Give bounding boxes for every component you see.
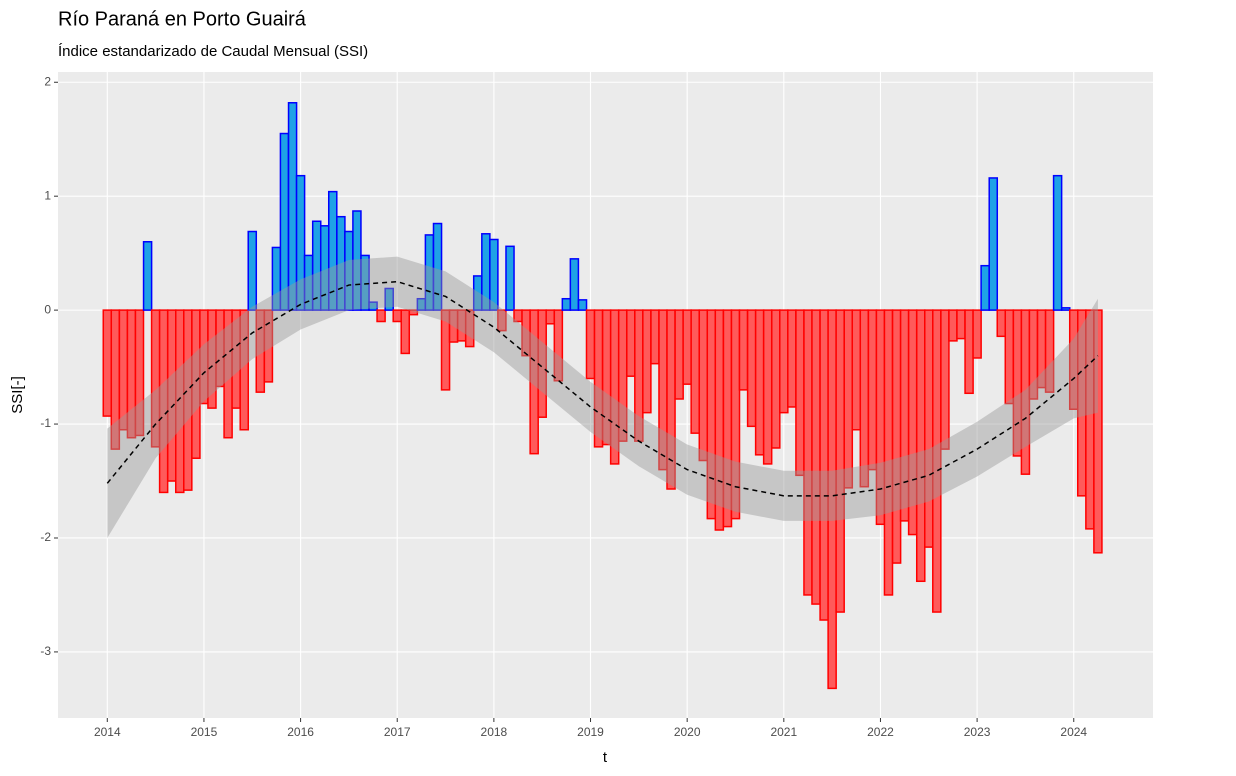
bar	[956, 309, 966, 340]
bar	[569, 258, 580, 311]
bar	[964, 309, 974, 395]
x-tick-label: 2018	[481, 725, 508, 739]
bar	[440, 309, 451, 391]
bar	[779, 309, 789, 414]
bar	[746, 309, 757, 428]
bar	[762, 309, 773, 465]
bar	[247, 230, 258, 311]
bar	[1052, 174, 1063, 311]
x-tick-label: 2020	[674, 725, 701, 739]
y-tick-label: -3	[40, 644, 51, 658]
bar	[497, 309, 507, 332]
bar	[915, 309, 926, 583]
bar	[948, 309, 958, 342]
bar	[392, 309, 403, 323]
y-tick-label: 0	[44, 302, 51, 316]
bar	[239, 309, 250, 431]
bar	[883, 309, 894, 596]
bar	[489, 238, 499, 311]
bar	[996, 309, 1007, 338]
bar	[1004, 309, 1015, 405]
bar	[650, 309, 660, 365]
bar	[932, 309, 942, 613]
bar	[835, 309, 845, 613]
bar	[626, 309, 636, 377]
bar	[988, 177, 999, 311]
bar	[1044, 309, 1055, 393]
bar	[263, 309, 274, 383]
x-axis-label: t	[603, 749, 608, 766]
confidence-band	[107, 256, 1098, 538]
y-tick-label: 1	[44, 188, 51, 202]
bar	[384, 287, 394, 311]
bar	[368, 301, 378, 311]
bar	[585, 309, 596, 380]
x-tick-label: 2015	[191, 725, 218, 739]
bar	[754, 309, 765, 456]
bar	[1060, 307, 1071, 311]
bar	[561, 297, 572, 311]
bar	[360, 254, 370, 311]
bar	[819, 309, 829, 621]
bar	[674, 309, 684, 400]
x-tick-label: 2021	[770, 725, 797, 739]
bar	[771, 309, 781, 449]
bar	[400, 309, 411, 355]
bar	[682, 309, 692, 385]
x-tick-label: 2016	[287, 725, 314, 739]
x-tick-label: 2017	[384, 725, 411, 739]
bar	[730, 309, 741, 520]
bar	[279, 132, 290, 311]
x-tick-label: 2014	[94, 725, 121, 739]
bar	[980, 264, 990, 311]
bar	[690, 309, 700, 434]
x-tick-label: 2019	[577, 725, 604, 739]
bar	[134, 309, 145, 437]
bar	[464, 309, 475, 348]
bar	[432, 222, 443, 311]
bar	[698, 309, 709, 462]
bar	[142, 241, 153, 311]
chart-subtitle: Índice estandarizado de Caudal Mensual (…	[58, 43, 368, 60]
y-tick-label: -2	[40, 530, 51, 544]
bar	[843, 309, 854, 489]
bar	[924, 309, 934, 548]
x-tick-label: 2024	[1060, 725, 1087, 739]
bar	[940, 309, 950, 450]
bar	[851, 309, 862, 431]
y-tick-label: -1	[40, 416, 51, 430]
bar	[287, 102, 298, 311]
bar	[891, 309, 902, 564]
bar	[972, 309, 982, 359]
chart-title: Río Paraná en Porto Guairá	[58, 8, 307, 30]
smooth-line	[106, 280, 1099, 497]
x-tick-label: 2023	[964, 725, 991, 739]
bar	[376, 309, 386, 323]
bar	[738, 309, 749, 391]
bar	[505, 245, 515, 311]
bar	[811, 309, 821, 605]
bar	[803, 309, 813, 596]
y-tick-label: 2	[44, 74, 51, 88]
bar	[102, 309, 113, 417]
bar	[787, 309, 797, 408]
bar	[577, 299, 588, 311]
bar	[408, 309, 419, 316]
x-tick-label: 2022	[867, 725, 894, 739]
bar	[545, 309, 555, 325]
bar	[295, 174, 306, 311]
bar	[795, 309, 805, 477]
y-axis-label: SSI[-]	[9, 376, 26, 414]
bar	[642, 309, 652, 414]
bar	[859, 309, 870, 488]
bar	[118, 309, 129, 431]
bar	[867, 309, 878, 471]
bar	[1093, 309, 1103, 554]
bar	[553, 309, 564, 382]
